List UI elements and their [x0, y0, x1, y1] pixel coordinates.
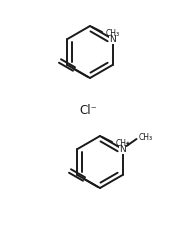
Text: +: + — [125, 142, 131, 148]
Text: N: N — [119, 144, 126, 154]
Text: CH₃: CH₃ — [138, 133, 153, 143]
Text: CH₃: CH₃ — [116, 139, 130, 149]
Text: CH₃: CH₃ — [106, 30, 120, 38]
Text: N: N — [109, 35, 116, 43]
Text: Cl⁻: Cl⁻ — [79, 103, 97, 116]
